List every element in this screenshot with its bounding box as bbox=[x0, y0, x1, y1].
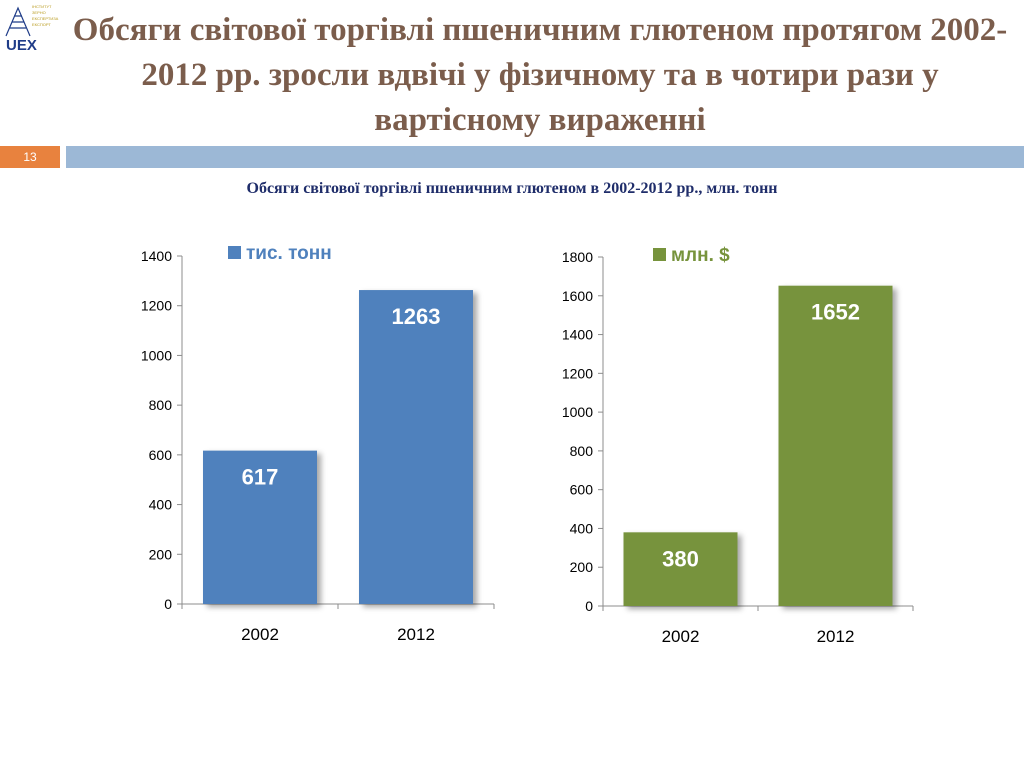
x-category-label: 2002 bbox=[662, 627, 700, 646]
legend-swatch bbox=[228, 246, 241, 259]
y-tick-label: 400 bbox=[570, 520, 594, 536]
y-tick-label: 1400 bbox=[562, 327, 593, 343]
logo-emblem bbox=[5, 6, 31, 37]
x-category-label: 2002 bbox=[241, 625, 279, 644]
x-category-label: 2012 bbox=[817, 627, 855, 646]
y-tick-label: 800 bbox=[570, 443, 594, 459]
y-tick-label: 1800 bbox=[562, 249, 593, 265]
y-tick-label: 1200 bbox=[141, 298, 172, 314]
bar bbox=[623, 532, 738, 606]
legend-label: тис. тонн bbox=[246, 243, 332, 264]
y-tick-label: 1000 bbox=[562, 404, 593, 420]
y-tick-label: 200 bbox=[149, 546, 173, 562]
svg-text:ЕКСПОРТ: ЕКСПОРТ bbox=[32, 22, 51, 27]
data-label: 380 bbox=[662, 546, 699, 571]
y-tick-label: 0 bbox=[585, 598, 593, 614]
chart-value: 0 200 400 600 800 1000 1200 1400 1600 1800 2002 201… bbox=[562, 245, 914, 646]
x-category-label: 2012 bbox=[397, 625, 435, 644]
data-label: 617 bbox=[242, 465, 279, 490]
header-band: 13 bbox=[0, 143, 1024, 170]
svg-text:ЗЕРНО: ЗЕРНО bbox=[32, 10, 46, 15]
y-tick-label: 1600 bbox=[562, 288, 593, 304]
svg-text:ЕКСПЕРТИЗА: ЕКСПЕРТИЗА bbox=[32, 16, 59, 21]
y-tick-label: 600 bbox=[570, 482, 594, 498]
y-tick-label: 1000 bbox=[141, 347, 172, 363]
y-tick-label: 200 bbox=[570, 559, 594, 575]
legend-swatch bbox=[653, 248, 666, 261]
slide-number: 13 bbox=[0, 146, 60, 168]
logo-text: UEX bbox=[6, 37, 37, 52]
chart-subtitle: Обсяги світової торгівлі пшеничним глюте… bbox=[246, 180, 778, 197]
data-label: 1263 bbox=[392, 304, 441, 329]
y-tick-label: 600 bbox=[149, 447, 173, 463]
slide-title: Обсяги світової торгівлі пшеничним глюте… bbox=[72, 12, 1008, 138]
data-label: 1652 bbox=[811, 300, 860, 325]
y-tick-label: 400 bbox=[149, 497, 173, 513]
uex-logo: ІНСТИТУТ ЗЕРНО ЕКСПЕРТИЗА ЕКСПОРТ UEX bbox=[5, 4, 59, 52]
y-tick-label: 1400 bbox=[141, 248, 172, 264]
logo-small-text: ІНСТИТУТ ЗЕРНО ЕКСПЕРТИЗА ЕКСПОРТ bbox=[32, 4, 59, 27]
y-tick-label: 0 bbox=[164, 596, 172, 612]
legend-label: млн. $ bbox=[671, 245, 730, 266]
band-blue-bar bbox=[66, 146, 1024, 168]
bar bbox=[778, 285, 893, 606]
bar bbox=[359, 290, 473, 604]
svg-text:ІНСТИТУТ: ІНСТИТУТ bbox=[32, 4, 52, 9]
bar bbox=[203, 450, 317, 604]
y-tick-label: 1200 bbox=[562, 365, 593, 381]
y-tick-label: 800 bbox=[149, 397, 173, 413]
chart-volume: 0 200 400 600 800 1000 1200 1400 2002 2012 617 1263… bbox=[141, 243, 495, 644]
